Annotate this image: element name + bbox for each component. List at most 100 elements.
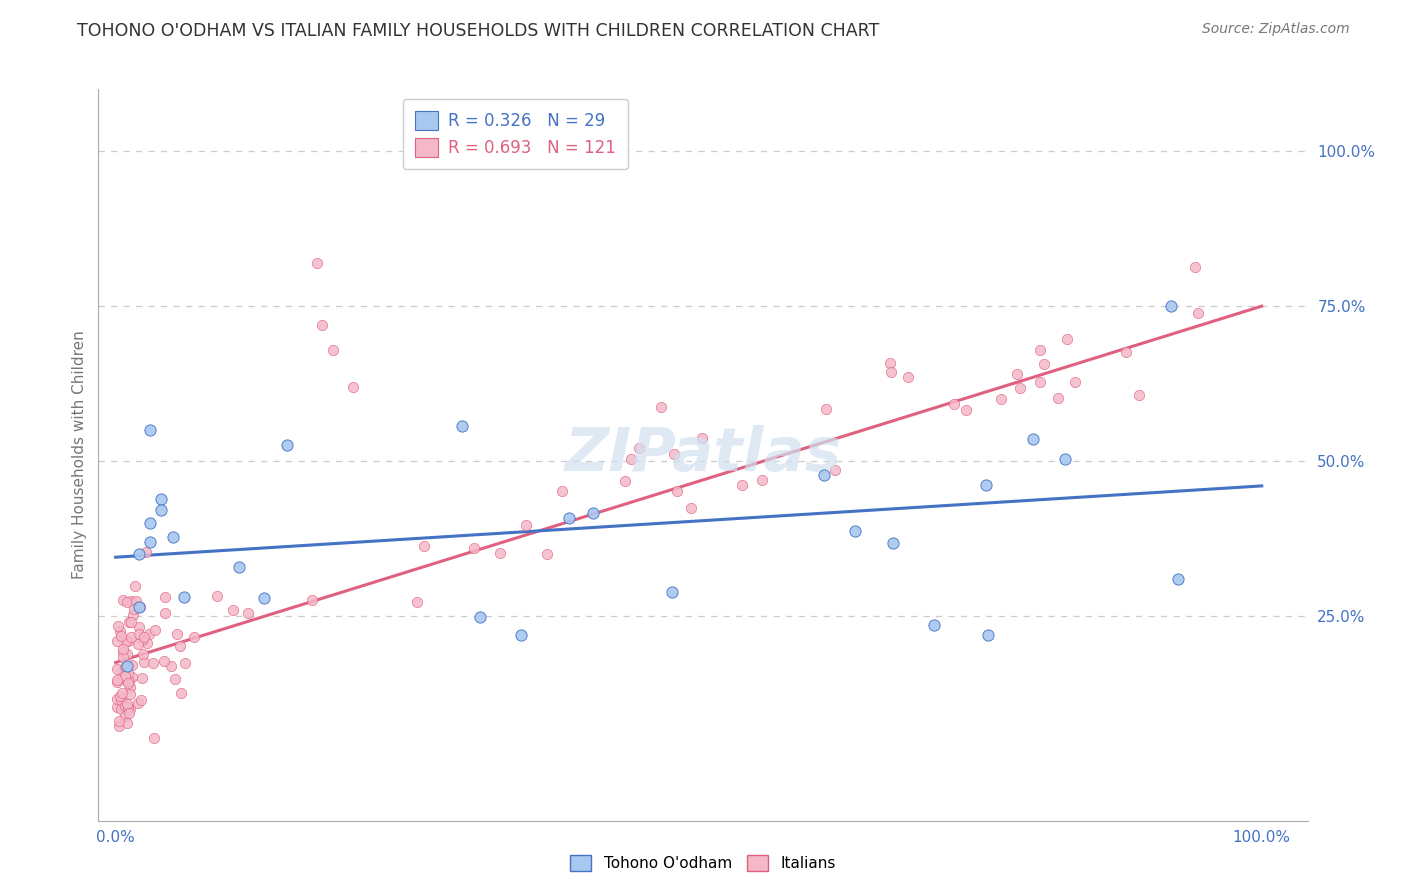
Point (115, 658, 138, 673)
Point (942, 397, 965, 411)
Point (311, 318, 333, 332)
Point (1128, 388, 1150, 402)
Point (1184, 260, 1206, 274)
Point (1046, 391, 1069, 405)
Point (882, 535, 904, 549)
Point (150, 503, 173, 517)
Point (117, 674, 139, 689)
Point (105, 674, 128, 689)
Point (551, 483, 574, 498)
Legend: R = 0.326   N = 29, R = 0.693   N = 121: R = 0.326 N = 29, R = 0.693 N = 121 (404, 99, 627, 169)
Point (115, 697, 138, 711)
Point (107, 719, 129, 733)
Point (650, 400, 672, 414)
Point (132, 647, 155, 661)
Point (1115, 345, 1137, 359)
Point (124, 579, 146, 593)
Point (112, 649, 135, 664)
Legend: Tohono O'odham, Italians: Tohono O'odham, Italians (564, 849, 842, 877)
Point (879, 356, 901, 370)
Point (112, 641, 135, 656)
Point (489, 546, 512, 560)
Point (977, 628, 1000, 642)
Point (142, 731, 165, 745)
Point (731, 478, 754, 492)
Point (815, 401, 838, 416)
Point (118, 702, 141, 716)
Point (135, 545, 157, 559)
Point (117, 634, 139, 648)
Point (105, 700, 128, 714)
Point (974, 478, 997, 492)
Point (110, 689, 132, 703)
Point (153, 655, 176, 669)
Point (121, 658, 143, 673)
Point (139, 516, 162, 530)
Point (129, 692, 152, 706)
Point (1054, 452, 1077, 467)
Point (121, 670, 143, 684)
Point (117, 676, 139, 690)
Point (105, 662, 128, 676)
Point (108, 624, 131, 638)
Point (110, 693, 132, 707)
Point (153, 590, 176, 604)
Point (1033, 357, 1056, 371)
Point (115, 716, 138, 731)
Point (558, 511, 581, 525)
Point (1056, 332, 1078, 346)
Point (1160, 299, 1182, 313)
Point (1187, 306, 1209, 320)
Point (222, 603, 245, 617)
Point (139, 534, 162, 549)
Point (131, 633, 153, 648)
Point (990, 392, 1012, 407)
Point (110, 629, 132, 643)
Point (205, 589, 228, 603)
Point (107, 618, 129, 632)
Point (111, 664, 134, 678)
Point (153, 606, 176, 620)
Point (342, 380, 364, 394)
Text: TOHONO O'ODHAM VS ITALIAN FAMILY HOUSEHOLDS WITH CHILDREN CORRELATION CHART: TOHONO O'ODHAM VS ITALIAN FAMILY HOUSEHO… (77, 22, 880, 40)
Point (138, 627, 160, 641)
Point (132, 630, 155, 644)
Point (1010, 381, 1032, 395)
Point (110, 702, 132, 716)
Point (162, 530, 184, 544)
Point (125, 594, 148, 608)
Point (129, 600, 152, 615)
Point (582, 506, 605, 520)
Point (173, 590, 195, 604)
Point (844, 524, 866, 538)
Point (135, 635, 157, 649)
Point (114, 669, 136, 683)
Point (169, 639, 191, 653)
Point (118, 706, 141, 720)
Point (228, 560, 250, 574)
Point (128, 547, 150, 561)
Point (114, 708, 136, 723)
Point (165, 672, 187, 686)
Point (1005, 367, 1028, 381)
Point (238, 606, 260, 620)
Point (122, 602, 145, 616)
Point (679, 501, 702, 516)
Point (107, 714, 129, 729)
Point (127, 637, 149, 651)
Point (105, 691, 128, 706)
Point (619, 452, 641, 467)
Point (170, 686, 193, 700)
Point (105, 673, 128, 688)
Point (253, 591, 276, 606)
Point (627, 442, 650, 456)
Point (1167, 572, 1189, 586)
Point (120, 615, 142, 630)
Point (114, 634, 136, 648)
Point (122, 607, 145, 622)
Point (922, 618, 945, 632)
Point (536, 547, 558, 561)
Point (824, 463, 846, 477)
Point (128, 599, 150, 614)
Point (412, 539, 434, 553)
